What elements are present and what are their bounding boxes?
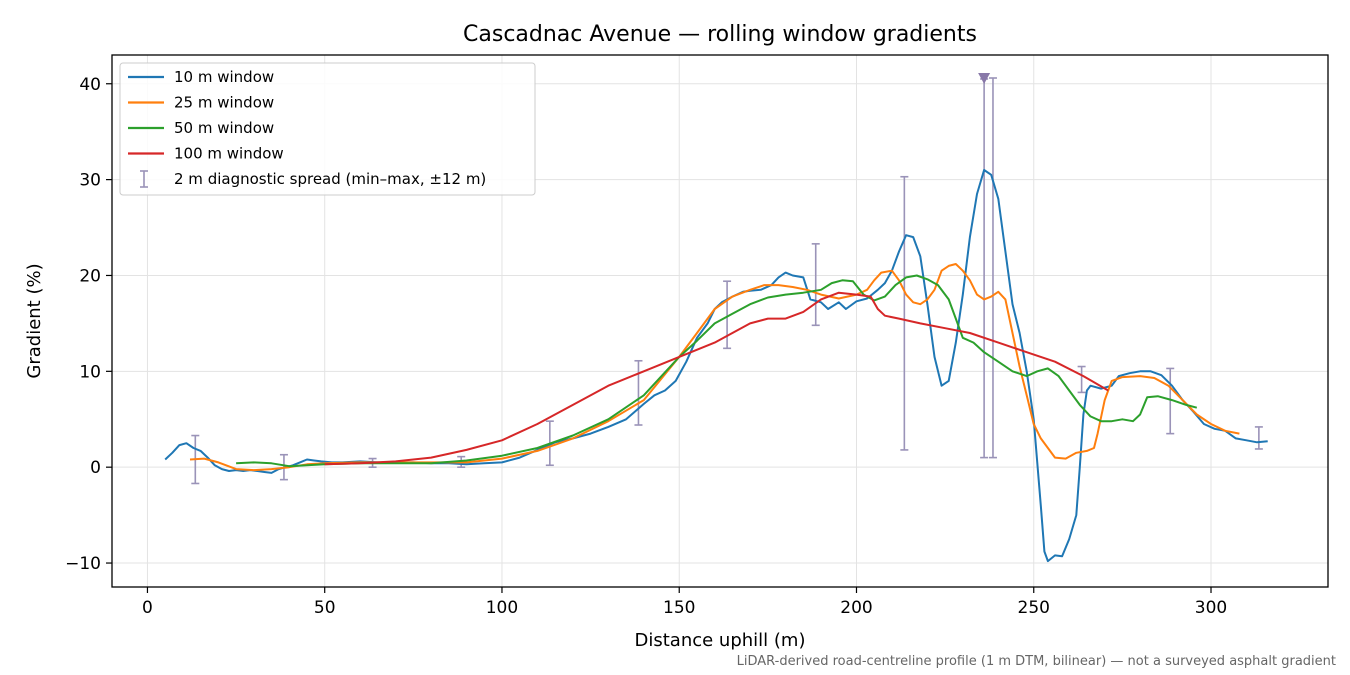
plot-frame	[111, 54, 1329, 588]
legend-label-3: 50 m window	[174, 119, 274, 137]
y-tick-label: 0	[90, 458, 101, 478]
spread-bar-7	[811, 243, 820, 327]
series-line-1	[164, 169, 1268, 563]
y-tick-label: 20	[79, 266, 101, 286]
y-tick-label: 40	[79, 75, 101, 95]
x-tick-label: 0	[142, 598, 153, 618]
series-line-4	[324, 291, 1109, 466]
x-tick-label: 250	[1018, 598, 1050, 618]
spread-bar-11	[1077, 365, 1086, 394]
clip-marker	[978, 72, 991, 84]
legend-label-spread: 2 m diagnostic spread (min–max, ±12 m)	[174, 170, 486, 188]
x-tick-label: 300	[1195, 598, 1227, 618]
legend-swatch-spread	[140, 170, 148, 188]
x-axis-ticks: 0 50 100 150 200 250 300	[142, 587, 1227, 618]
legend-label-2: 25 m window	[174, 94, 274, 112]
clip-marker-triangle	[978, 72, 991, 84]
y-tick-label: −10	[65, 554, 101, 574]
y-axis-ticks: −10 0 10 20 30 40	[65, 75, 112, 574]
chart-title: Cascadnac Avenue — rolling window gradie…	[463, 22, 977, 47]
x-axis-label: Distance uphill (m)	[635, 630, 806, 651]
legend: 10 m window 25 m window 50 m window 100 m w…	[119, 62, 536, 196]
legend-label-1: 10 m window	[174, 68, 274, 86]
legend-label-4: 100 m window	[174, 145, 284, 163]
footnote: LiDAR-derived road-centreline profile (1…	[737, 654, 1336, 669]
y-axis-label: Gradient (%)	[24, 263, 45, 378]
series-line-3	[236, 274, 1198, 468]
spread-bar-6	[723, 280, 732, 350]
x-tick-label: 50	[314, 598, 336, 618]
series-lines	[164, 169, 1268, 563]
spread-bar-12	[1166, 367, 1175, 435]
legend-box	[119, 62, 536, 196]
spread-bar-8	[900, 175, 909, 451]
y-tick-label: 30	[79, 171, 101, 191]
x-tick-label: 200	[840, 598, 872, 618]
x-tick-label: 150	[663, 598, 695, 618]
series-line-2	[189, 263, 1240, 472]
y-tick-label: 10	[79, 362, 101, 382]
x-tick-label: 100	[486, 598, 518, 618]
spread-bar-13	[1254, 426, 1263, 450]
spread-bar-9	[980, 78, 989, 459]
spread-bar-10	[988, 77, 997, 459]
spread-bar-5	[634, 359, 643, 426]
